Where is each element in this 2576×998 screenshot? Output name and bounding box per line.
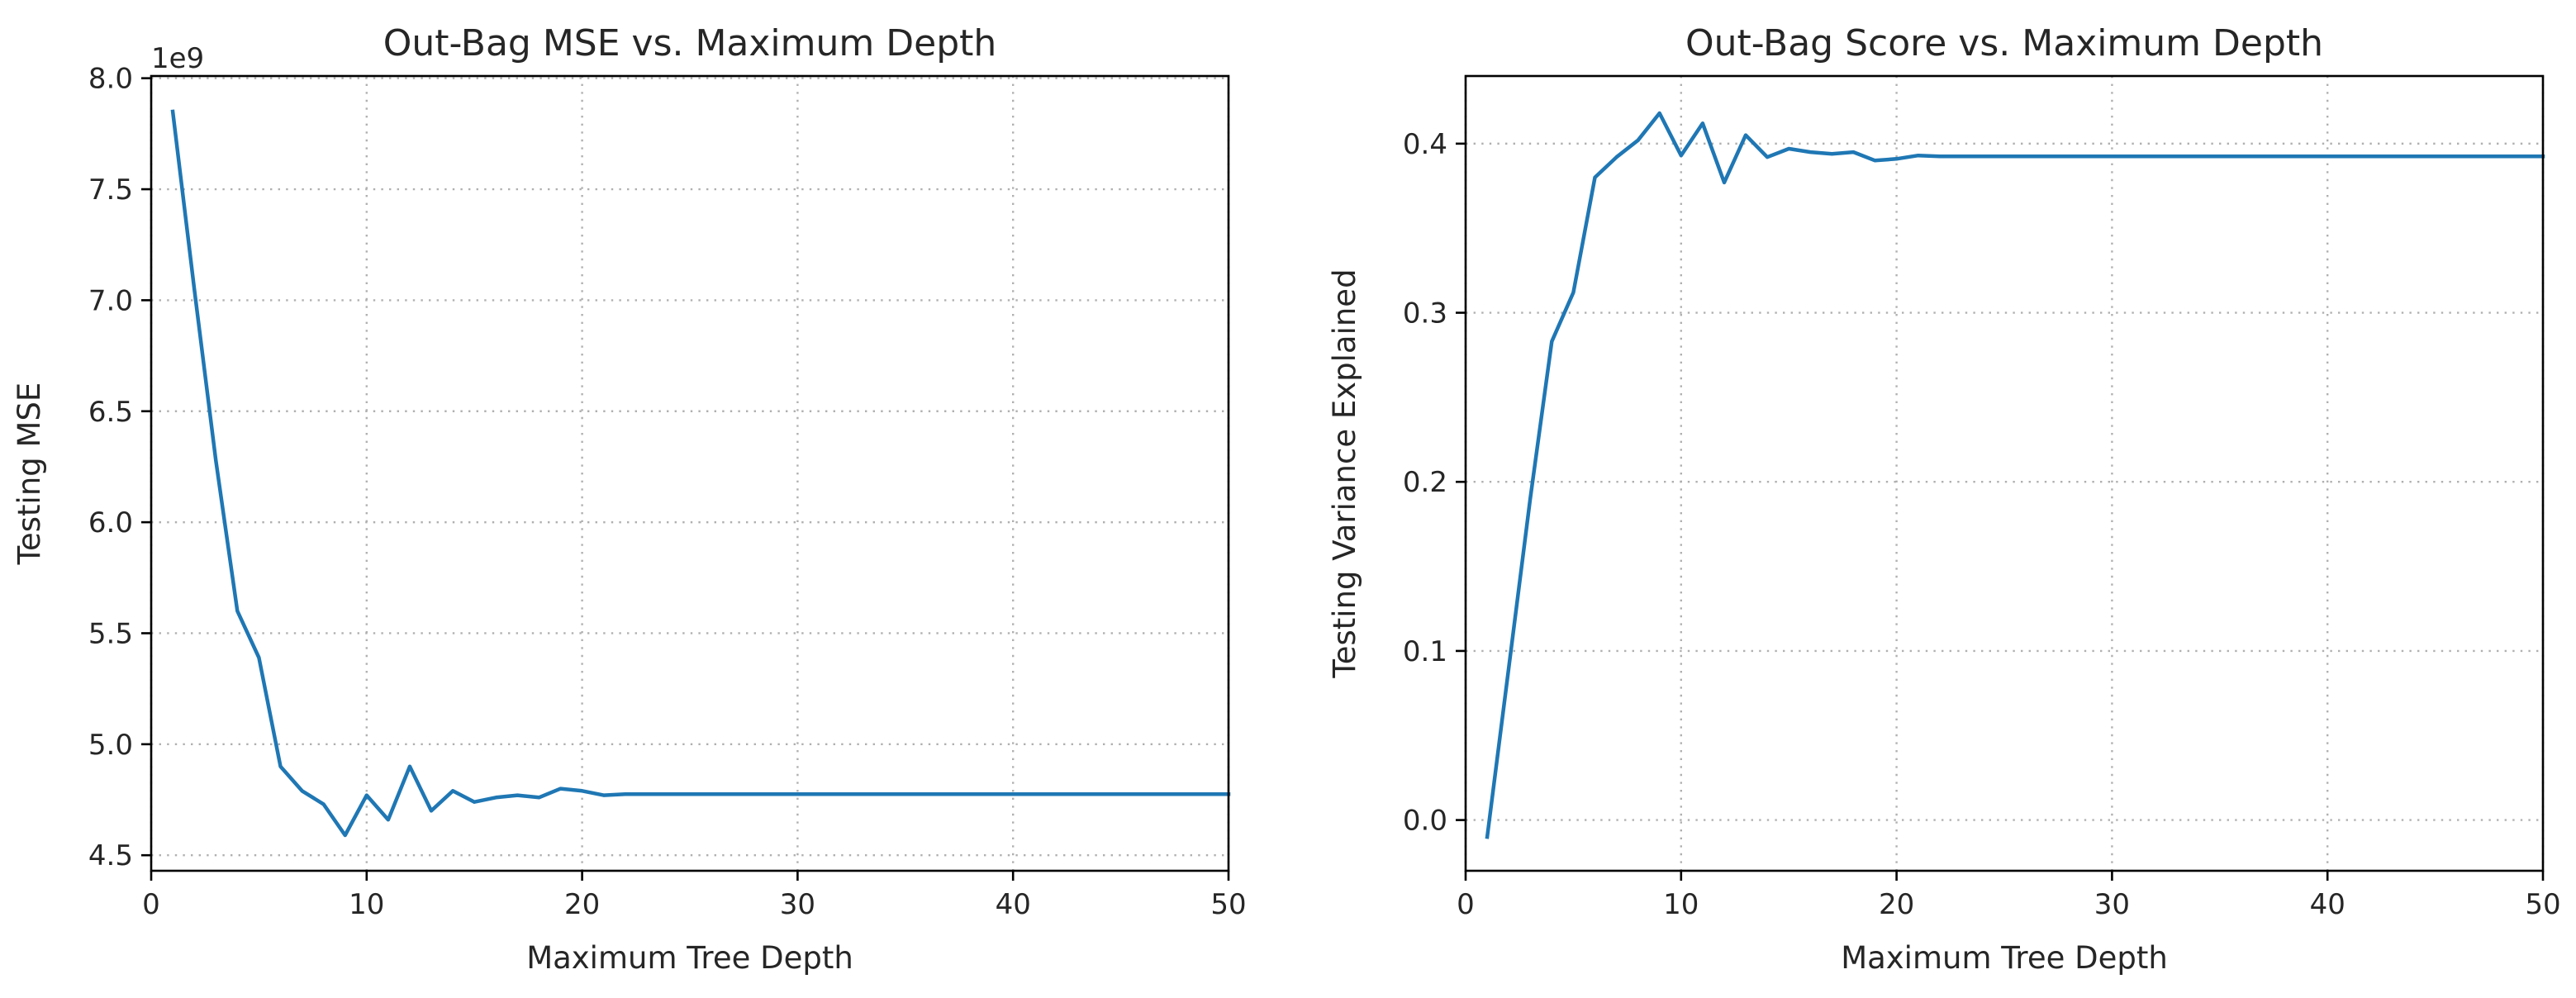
y-tick-label: 7.5 [88, 173, 133, 207]
x-axis-label: Maximum Tree Depth [526, 940, 853, 976]
data-series-line [170, 109, 1231, 838]
chart-panel-score: 0 10 20 30 40 50 0.0 0.1 0.2 0.3 0.4 Out-Bag Score … [1327, 22, 2561, 976]
x-tick-label: 0 [142, 888, 160, 921]
y-tick-label: 5.0 [88, 729, 133, 762]
x-tick-label: 40 [2310, 888, 2345, 921]
x-tick-label: 10 [1663, 888, 1699, 921]
y-axis-label: Testing Variance Explained [1327, 269, 1362, 678]
chart-panel-mse: 0 10 20 30 40 50 4.5 5.0 5.5 6.0 6.5 7.0 7.5 8.0 Out-B… [12, 22, 1247, 976]
y-tick-label: 0.2 [1403, 466, 1447, 499]
x-tick-label: 20 [564, 888, 600, 921]
x-tick-label: 10 [349, 888, 384, 921]
y-offset-label: 1e9 [151, 42, 204, 75]
x-tick-label: 50 [2525, 888, 2560, 921]
chart-title: Out-Bag MSE vs. Maximum Depth [383, 22, 997, 64]
data-series-line [1485, 111, 2545, 839]
y-tick-label: 5.5 [88, 617, 133, 650]
y-tick-label: 7.0 [88, 284, 133, 317]
x-tick-label: 50 [1210, 888, 1246, 921]
axes-frame [150, 74, 1230, 872]
x-tick-label: 40 [996, 888, 1031, 921]
axes-frame [1464, 74, 2545, 872]
y-tick-label: 4.5 [88, 839, 133, 872]
x-tick-label: 30 [2094, 888, 2130, 921]
x-tick-label: 0 [1457, 888, 1475, 921]
y-tick-label: 0.0 [1403, 805, 1447, 838]
y-tick-label: 6.0 [88, 506, 133, 539]
x-axis-label: Maximum Tree Depth [1841, 940, 2168, 976]
y-tick-label: 6.5 [88, 396, 133, 429]
x-tick-label: 30 [780, 888, 815, 921]
y-tick-label: 0.3 [1403, 297, 1447, 330]
y-tick-label: 8.0 [88, 63, 133, 96]
chart-title: Out-Bag Score vs. Maximum Depth [1685, 22, 2323, 64]
y-tick-label: 0.4 [1403, 128, 1447, 161]
y-tick-label: 0.1 [1403, 635, 1447, 668]
x-tick-label: 20 [1879, 888, 1914, 921]
y-axis-label: Testing MSE [12, 383, 47, 566]
